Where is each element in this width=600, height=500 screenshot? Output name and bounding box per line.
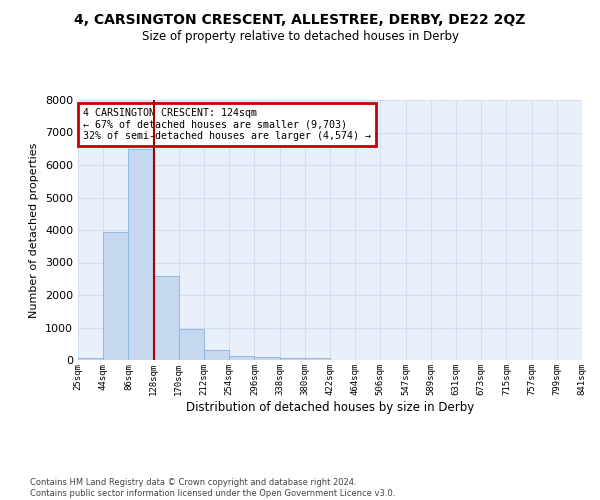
Bar <box>280 358 305 360</box>
Text: Size of property relative to detached houses in Derby: Size of property relative to detached ho… <box>142 30 458 43</box>
Y-axis label: Number of detached properties: Number of detached properties <box>29 142 40 318</box>
Bar <box>254 358 280 360</box>
Bar <box>128 149 154 360</box>
Bar <box>305 358 330 360</box>
Text: 4, CARSINGTON CRESCENT, ALLESTREE, DERBY, DE22 2QZ: 4, CARSINGTON CRESCENT, ALLESTREE, DERBY… <box>74 12 526 26</box>
Bar <box>229 356 254 360</box>
Text: Contains HM Land Registry data © Crown copyright and database right 2024.
Contai: Contains HM Land Registry data © Crown c… <box>30 478 395 498</box>
X-axis label: Distribution of detached houses by size in Derby: Distribution of detached houses by size … <box>186 400 474 413</box>
Text: 4 CARSINGTON CRESCENT: 124sqm
← 67% of detached houses are smaller (9,703)
32% o: 4 CARSINGTON CRESCENT: 124sqm ← 67% of d… <box>83 108 371 141</box>
Bar <box>154 276 179 360</box>
Bar <box>179 329 204 360</box>
Bar <box>78 358 103 360</box>
Bar <box>204 350 229 360</box>
Bar <box>103 232 128 360</box>
